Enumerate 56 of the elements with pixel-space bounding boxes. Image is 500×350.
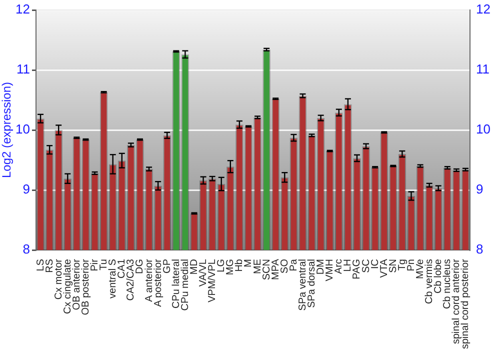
x-tick-label: CPu lateral xyxy=(170,259,182,308)
x-tick-label: LG xyxy=(216,258,228,272)
x-tick-label: A anterior xyxy=(144,258,155,302)
x-tick-label: OB anterior xyxy=(71,258,82,310)
x-tick-label: SPa dorsal xyxy=(306,259,318,308)
x-tick-label: A posterior xyxy=(152,258,164,307)
x-tick-label: CA1 xyxy=(116,258,128,278)
x-tick-label: MD xyxy=(188,259,200,275)
y2-tick-label: 10 xyxy=(476,122,490,137)
x-tick-label: SO xyxy=(279,258,290,274)
x-tick-label: Tu xyxy=(98,259,110,270)
x-tick-label: M xyxy=(243,259,254,268)
x-tick-label: OB posterior xyxy=(80,258,92,316)
x-tick-label: spinal cord anterior xyxy=(451,258,462,344)
x-tick-label: CA2/CA3 xyxy=(126,258,137,301)
x-tick-label: ventral S xyxy=(108,258,119,298)
x-tick-label: SPa ventral xyxy=(297,259,308,311)
x-tick-label: Pa xyxy=(288,258,300,272)
x-tick-label: LS xyxy=(35,258,46,272)
x-tick-label: DG xyxy=(134,258,146,274)
x-tick-label: ME xyxy=(252,258,264,274)
x-tick-label: Tg xyxy=(396,259,408,271)
x-tick-label: VPM/VPL xyxy=(207,258,218,302)
y-axis-title: Log2 (expression) xyxy=(0,82,14,178)
y2-tick-label: 11 xyxy=(476,62,490,77)
x-tick-label: spinal cord posterior xyxy=(460,258,472,350)
x-tick-label: VTA xyxy=(378,258,390,278)
y-tick-label: 12 xyxy=(16,2,30,17)
y2-tick-label: 8 xyxy=(476,242,484,257)
x-tick-label: VMH xyxy=(324,259,336,282)
x-tick-label: Pir xyxy=(90,258,101,272)
y2-tick-label: 12 xyxy=(476,2,490,17)
x-tick-label: CPu medial xyxy=(180,259,191,311)
y-tick-label: 10 xyxy=(16,122,30,137)
x-tick-label: PAG xyxy=(352,258,363,280)
x-tick-label: SCN xyxy=(261,259,272,280)
x-tick-label: Arc xyxy=(334,259,345,274)
x-tick-label: Cx cingulate xyxy=(62,258,74,314)
x-tick-label: Hb xyxy=(234,258,246,272)
x-tick-label: Pn xyxy=(406,259,417,272)
y-tick-label: 8 xyxy=(22,242,30,257)
x-tick-label: SC xyxy=(360,259,372,273)
x-tick-label: RS xyxy=(44,258,56,273)
y-tick-label: 11 xyxy=(16,62,30,77)
x-tick-label: LH xyxy=(342,259,354,272)
x-tick-label: Cb nucleus xyxy=(442,259,454,310)
x-tick-label: MPA xyxy=(270,258,282,280)
y2-tick-label: 9 xyxy=(476,182,484,197)
x-tick-label: Cx motor xyxy=(53,258,64,300)
x-tick-label: SN xyxy=(388,259,399,273)
x-tick-label: Cb lobe xyxy=(433,258,444,294)
x-tick-label: MVe xyxy=(415,258,426,280)
x-tick-label: GP xyxy=(162,258,173,274)
y-tick-label: 9 xyxy=(22,182,30,197)
x-tick-label: IC xyxy=(370,259,381,269)
x-tick-label: DM xyxy=(316,259,327,275)
